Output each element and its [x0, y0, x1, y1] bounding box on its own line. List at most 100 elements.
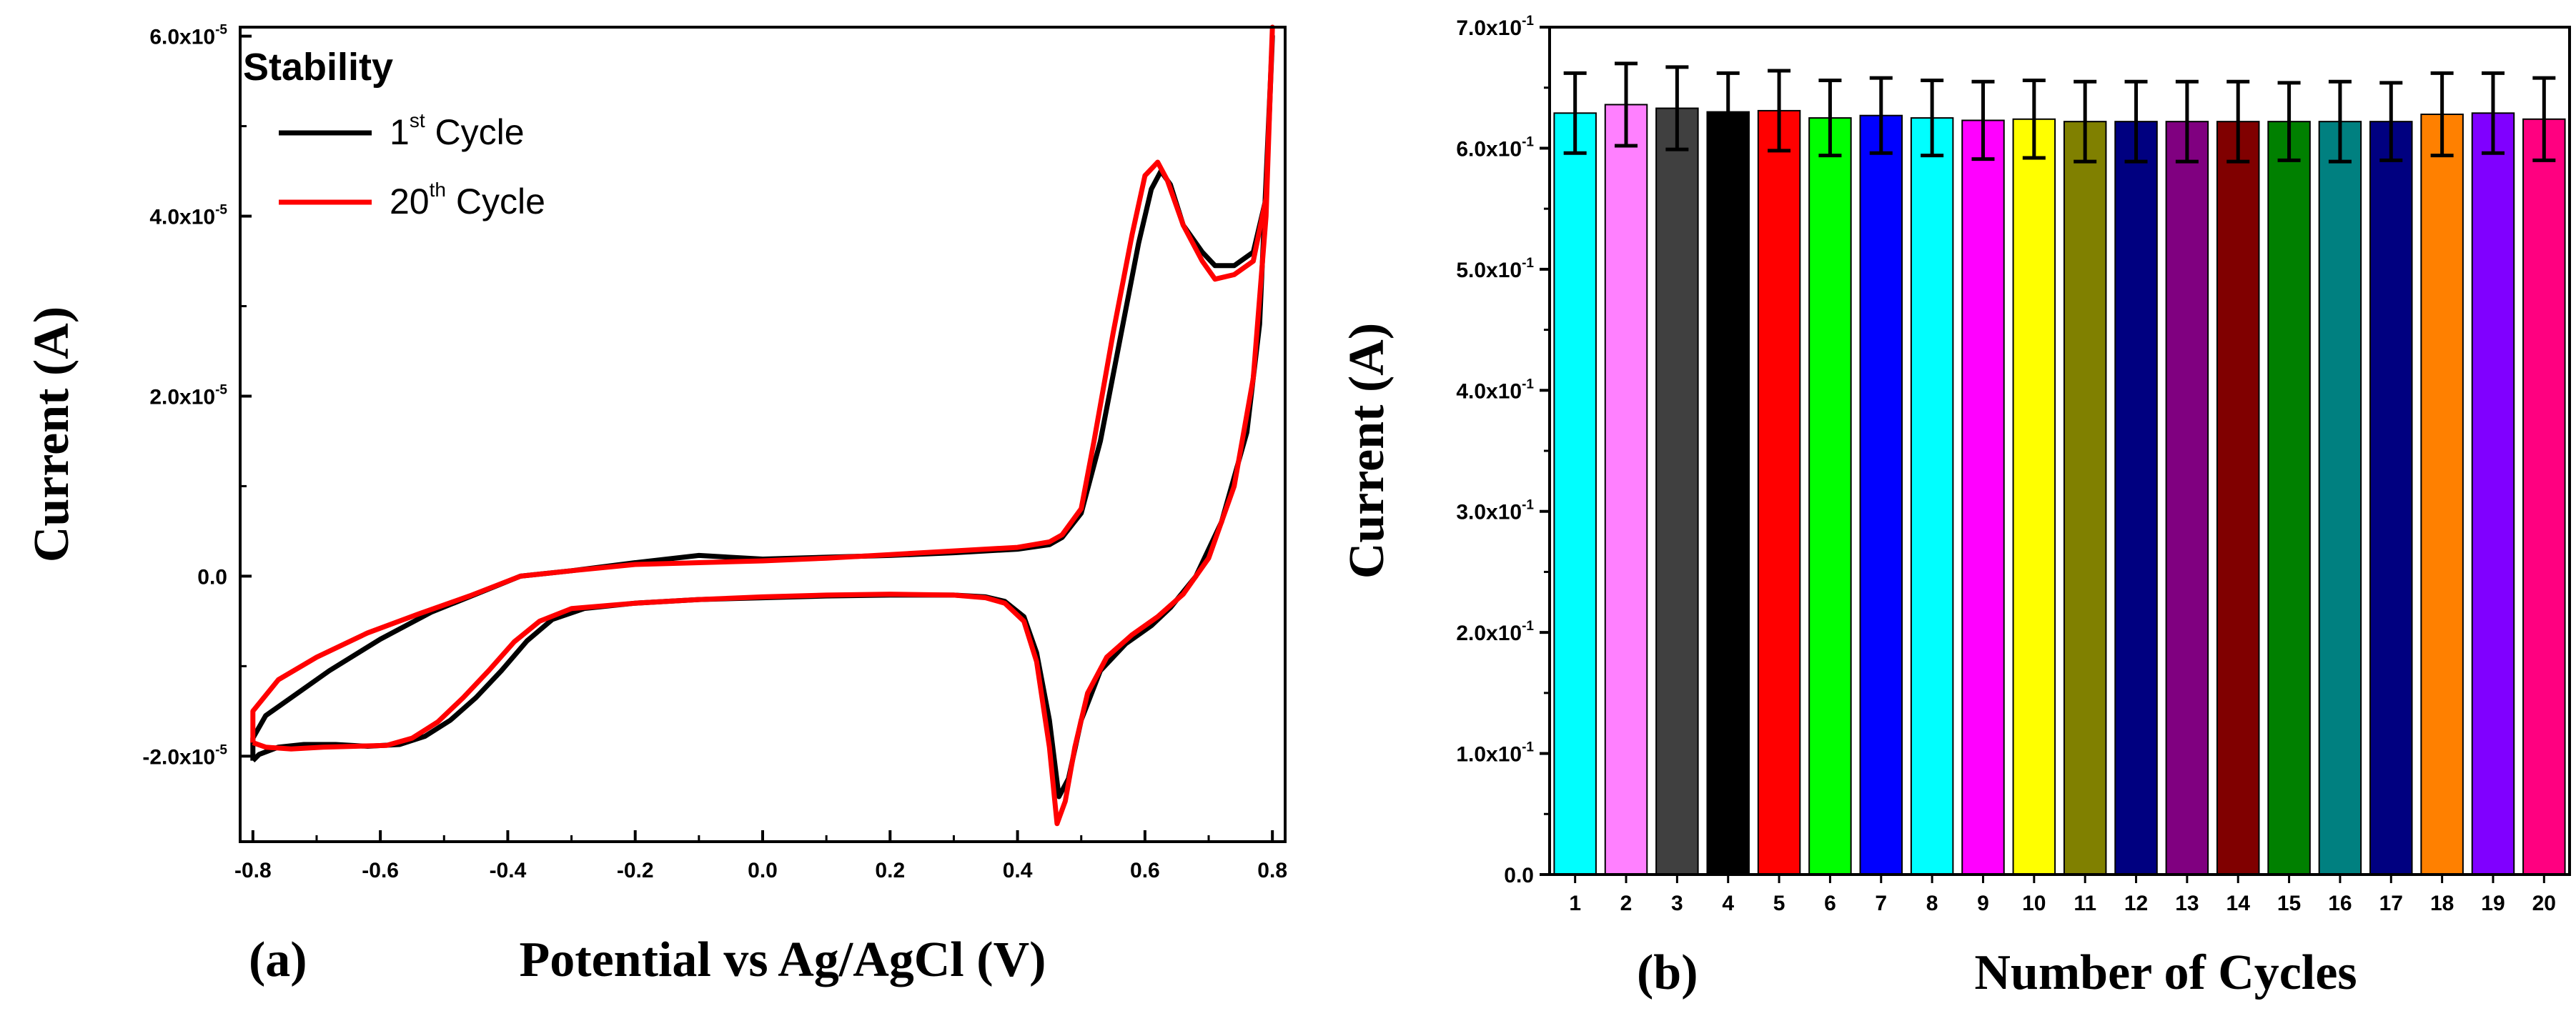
series-line-20th-cycle: [250, 24, 1275, 827]
x-tick-label: 0.6: [1130, 859, 1160, 882]
bar-cycle-9: [1961, 119, 2005, 876]
bar-cycle-4: [1706, 111, 1750, 876]
tick-exponent: -1: [1522, 134, 1534, 149]
y-tick-label: 2.0x10-5: [149, 382, 227, 409]
x-tick-label: 6: [1824, 892, 1836, 915]
bar-cycle-19: [2471, 112, 2515, 875]
panel-a-legend: Stability 1st Cycle 20th Cycle: [243, 46, 545, 221]
x-tick-label: 5: [1773, 892, 1785, 915]
x-tick-label: 7: [1875, 892, 1887, 915]
legend-entry-rest: Cycle: [446, 181, 545, 221]
bar-cycle-14: [2216, 121, 2260, 875]
bar-cycle-7: [1859, 114, 1903, 875]
x-tick-label: 3: [1671, 892, 1683, 915]
tick-exponent: -1: [1522, 14, 1534, 29]
y-tick-label: 6.0x10-1: [1456, 134, 1534, 161]
legend-entry-base: 1: [390, 112, 410, 152]
y-tick-label: 4.0x10-5: [149, 203, 227, 229]
panel-a-label: (a): [249, 932, 307, 987]
y-tick-label: -2.0x10-5: [142, 742, 227, 769]
bar-cycle-10: [2012, 118, 2056, 875]
bar-cycle-12: [2114, 121, 2158, 875]
panel-b-stability-bars: 1 2 3 4 5 6 7 8 9 10 11 12 13 14 15 16 17 18 19 20 0.01.0x1…: [1339, 14, 2571, 1000]
panel-b-x-ticks: 1 2 3 4 5 6 7 8 9 10 11 12 13 14 15 16 17 18 19 20: [1569, 875, 2556, 915]
tick-mantissa: 2.0x10: [149, 385, 215, 409]
tick-mantissa: 4.0x10: [1456, 379, 1522, 403]
x-tick-label: 9: [1977, 892, 1989, 915]
x-tick-label: 2: [1620, 892, 1633, 915]
x-tick-label: 4: [1722, 892, 1734, 915]
x-tick-label: -0.6: [362, 859, 399, 882]
x-tick-label: 13: [2175, 892, 2199, 915]
tick-exponent: -5: [215, 23, 227, 38]
x-tick-label: -0.8: [234, 859, 272, 882]
panel-a-x-ticks: -0.8 -0.6 -0.4 -0.2 0.0 0.2 0.4 0.6 0.8: [234, 830, 1287, 882]
tick-exponent: -5: [215, 203, 227, 218]
bar-cycle-5: [1757, 109, 1801, 875]
panel-a-traces: [250, 24, 1275, 827]
tick-mantissa: 6.0x10: [1456, 137, 1522, 161]
y-tick-label: 6.0x10-5: [149, 23, 227, 49]
tick-exponent: -5: [215, 742, 227, 757]
panel-a-legend-title: Stability: [243, 46, 393, 89]
panel-b-y-ticks: 0.01.0x10-12.0x10-13.0x10-14.0x10-15.0x1…: [1456, 14, 1550, 887]
panel-a-cyclic-voltammogram: -0.8 -0.6 -0.4 -0.2 0.0 0.2 0.4 0.6 0.8 -2.0x10-…: [24, 23, 1287, 987]
x-tick-label: 12: [2124, 892, 2148, 915]
legend-entry-base: 20: [390, 181, 430, 221]
tick-mantissa: 3.0x10: [1456, 501, 1522, 524]
bar-cycle-1: [1553, 112, 1597, 875]
bar-cycle-8: [1910, 117, 1954, 876]
x-tick-label: 0.2: [875, 859, 905, 882]
bar-cycle-3: [1655, 107, 1699, 876]
panel-a-y-axis-title: Current (A): [24, 307, 79, 562]
bar-cycle-15: [2267, 121, 2311, 875]
bar-cycle-13: [2165, 121, 2209, 875]
bar-cycle-16: [2318, 121, 2362, 875]
y-tick-label: 7.0x10-1: [1456, 14, 1534, 40]
x-tick-label: 0.4: [1003, 859, 1033, 882]
panel-a-y-ticks: -2.0x10-50.02.0x10-54.0x10-56.0x10-5: [142, 23, 252, 769]
legend-entry-sup: st: [410, 109, 425, 131]
x-tick-label: -0.2: [617, 859, 654, 882]
y-tick-label: 0.0: [1504, 864, 1534, 887]
legend-entry-rest: Cycle: [425, 112, 525, 152]
y-tick-label: 0.0: [197, 565, 227, 589]
y-tick-label: 1.0x10-1: [1456, 740, 1534, 767]
y-tick-label: 4.0x10-1: [1456, 377, 1534, 403]
x-tick-label: 10: [2022, 892, 2046, 915]
x-tick-label: 20: [2532, 892, 2556, 915]
tick-mantissa: 2.0x10: [1456, 622, 1522, 645]
tick-exponent: -1: [1522, 619, 1534, 634]
x-tick-label: 1: [1569, 892, 1581, 915]
bar-cycle-11: [2063, 121, 2107, 875]
tick-mantissa: 1.0x10: [1456, 743, 1522, 767]
tick-mantissa: 7.0x10: [1456, 16, 1522, 40]
legend-entry-sup: th: [430, 179, 446, 201]
x-tick-label: 15: [2277, 892, 2301, 915]
x-tick-label: 18: [2430, 892, 2454, 915]
series-line-1st-cycle: [250, 34, 1275, 800]
tick-exponent: -1: [1522, 377, 1534, 392]
bar-cycle-6: [1808, 117, 1852, 876]
x-tick-label: 16: [2328, 892, 2352, 915]
x-tick-label: 0.0: [748, 859, 778, 882]
tick-mantissa: 0.0: [1504, 864, 1534, 887]
tick-exponent: -1: [1522, 498, 1534, 513]
x-tick-label: 17: [2379, 892, 2403, 915]
panel-b-x-axis-title: Number of Cycles: [1974, 945, 2357, 1000]
tick-mantissa: 0.0: [197, 565, 227, 589]
x-tick-label: 19: [2481, 892, 2505, 915]
legend-entry-1st-cycle: 1st Cycle: [390, 109, 525, 152]
legend-entry-20th-cycle: 20th Cycle: [390, 179, 545, 221]
tick-mantissa: 5.0x10: [1456, 259, 1522, 282]
tick-exponent: -5: [215, 382, 227, 397]
tick-exponent: -1: [1522, 740, 1534, 755]
x-tick-label: 0.8: [1257, 859, 1287, 882]
x-tick-label: 11: [2074, 892, 2096, 915]
bar-cycle-20: [2522, 118, 2566, 875]
tick-mantissa: 6.0x10: [149, 26, 215, 49]
tick-exponent: -1: [1522, 256, 1534, 271]
bar-cycle-2: [1604, 104, 1648, 875]
x-tick-label: 8: [1926, 892, 1938, 915]
